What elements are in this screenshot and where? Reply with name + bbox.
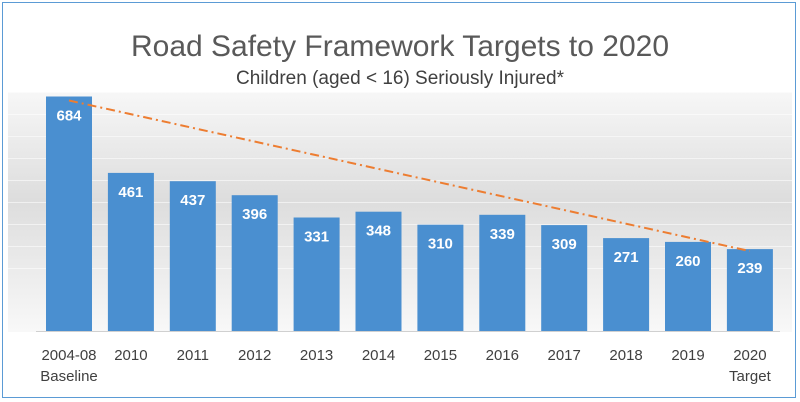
background-band [8, 114, 792, 115]
background-band [8, 202, 792, 203]
bar [231, 195, 278, 331]
value-label: 684 [56, 108, 82, 125]
category-label: 2014 [362, 347, 395, 364]
category-label: 2017 [548, 347, 581, 364]
bar [107, 172, 154, 331]
value-label: 331 [304, 229, 329, 246]
category-label: Target [729, 368, 772, 385]
bar [169, 181, 216, 331]
category-label: 2019 [671, 347, 704, 364]
chart-subtitle: Children (aged < 16) Seriously Injured* [236, 68, 564, 89]
value-label: 239 [737, 260, 762, 277]
category-label: 2018 [609, 347, 642, 364]
category-label: 2011 [177, 347, 209, 364]
bar [293, 217, 340, 331]
value-label: 348 [366, 223, 391, 240]
value-label: 339 [490, 226, 515, 243]
bar [665, 241, 711, 331]
trend-line [68, 99, 751, 253]
bar [417, 224, 464, 331]
category-label: 2016 [486, 347, 519, 364]
background-band [8, 158, 792, 159]
category-label: 2004-08 [41, 347, 96, 364]
category-label: 2013 [300, 347, 333, 364]
chart-title: Road Safety Framework Targets to 2020 [130, 30, 670, 63]
category-label: 2012 [238, 347, 271, 364]
background-band [8, 136, 792, 137]
bar [355, 211, 402, 331]
category-label: Baseline [40, 368, 98, 385]
bar [603, 238, 650, 331]
value-label: 260 [675, 253, 700, 270]
bar [726, 249, 773, 331]
value-label: 271 [614, 249, 639, 266]
bar [46, 96, 92, 331]
category-label: 2020 [733, 347, 766, 364]
category-label: 2010 [114, 347, 147, 364]
value-label: 461 [118, 184, 143, 201]
bar [479, 214, 526, 331]
category-label: 2015 [424, 347, 457, 364]
value-label: 396 [242, 206, 267, 223]
category-labels-group: 2004-08 Baseline 2010 2011 2012 2013 2014 2015 2… [40, 347, 771, 385]
value-labels-group: 684 461 437 396 331 348 310 339 309 271 260 239 [56, 108, 762, 278]
value-label: 437 [180, 192, 205, 209]
bars-group [46, 96, 773, 331]
value-label: 309 [552, 236, 577, 253]
bar [541, 225, 588, 331]
trend-group [68, 99, 751, 253]
background-band [8, 180, 792, 181]
value-label: 310 [428, 236, 453, 253]
background-band [8, 92, 792, 93]
